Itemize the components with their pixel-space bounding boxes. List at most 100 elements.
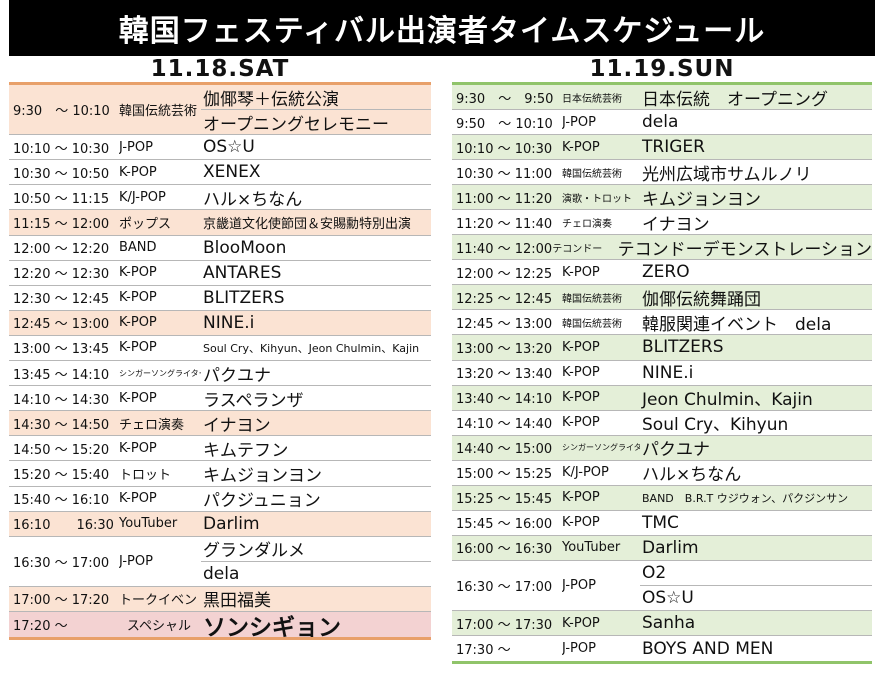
schedule-row: 16:30 ～ 17:00 J-POP グランダルメ dela [9, 537, 431, 587]
performer-name: 韓服関連イベント dela [642, 314, 832, 335]
schedule-row: 12:00 ～ 12:25 K-POP ZERO [452, 260, 872, 286]
performer-name: 黒田福美 [203, 591, 271, 611]
genre-label: K-POP [562, 264, 600, 280]
performer-list: パクジュニョン [201, 487, 431, 511]
page-title: 韓国フェスティバル出演者タイムスケジュール [9, 0, 875, 56]
performer-name: Sanha [642, 613, 696, 633]
performer-name: BOYS AND MEN [642, 638, 774, 659]
time-slot: 9:50 ～ 10:10 [456, 116, 553, 132]
performer-list: Darlim [640, 536, 872, 560]
genre-label: トークイベント [119, 593, 201, 609]
genre-label: K-POP [119, 164, 157, 180]
time-slot: 16:30 ～ 17:00 [456, 579, 553, 595]
genre-label: K-POP [562, 515, 600, 531]
performer-list: ラスペランザ [201, 386, 431, 411]
time-slot: 11:40 ～ 12:00 [456, 241, 553, 257]
performer-list: グランダルメ dela [201, 537, 431, 586]
performer-name: OS☆U [640, 584, 872, 610]
performer-list: テコンドーデモンストレーション [616, 235, 872, 260]
performer-list: NINE.i [201, 311, 431, 335]
time-slot: 12:45 ～ 13:00 [13, 317, 110, 333]
schedule-rows: 9:30 ～ 9:50 日本伝統芸術 日本伝統 オープニング 9:50 ～ 10:10… [452, 85, 872, 665]
genre-label: J-POP [119, 553, 153, 569]
performer-name: NINE.i [203, 312, 255, 333]
time-slot: 15:40 ～ 16:10 [13, 493, 110, 509]
time-slot: 11:20 ～ 11:40 [456, 216, 553, 232]
time-slot: 12:00 ～ 12:25 [456, 266, 553, 282]
time-slot: 15:25 ～ 15:45 [456, 492, 553, 508]
genre-label: K-POP [119, 315, 157, 331]
performer-name: 光州広域市サムルノリ [642, 164, 812, 185]
performer-name: ラスペランザ [203, 390, 304, 411]
performer-name: Soul Cry、Kihyun [642, 415, 789, 435]
time-slot: 14:10 ～ 14:40 [456, 417, 553, 433]
genre-label: スペシャル [126, 619, 191, 635]
performer-name: XENEX [203, 162, 261, 183]
schedule-row: 13:40 ～ 14:10 K-POP Jeon Chulmin、Kajin [452, 385, 872, 411]
performer-name: BlooMoon [203, 237, 287, 258]
genre-label: YouTuber [562, 540, 621, 556]
time-slot: 13:45 ～ 14:10 [13, 367, 110, 383]
performer-name: ハル×ちなん [642, 465, 742, 485]
performer-name: グランダルメ [203, 541, 305, 561]
time-slot: 15:00 ～ 15:25 [456, 467, 553, 483]
performer-list: TMC [640, 511, 872, 535]
schedule-row: 10:10 ～ 10:30 J-POP OS☆U [9, 135, 431, 161]
performer-list: キムテフン [201, 436, 431, 461]
performer-name: イナヨン [642, 214, 710, 235]
time-slot: 10:30 ～ 10:50 [13, 166, 110, 182]
performer-name: キムジョンヨン [642, 189, 761, 210]
genre-label: 日本伝統芸術 [562, 93, 622, 105]
performer-list: 伽倻伝統舞踊団 [640, 285, 872, 310]
performer-name: テコンドーデモンストレーション [617, 239, 872, 260]
genre-label: K-POP [119, 491, 157, 507]
performer-list: 伽倻琴＋伝統公演 オープニングセレモニー [201, 85, 431, 134]
performer-list: XENEX [201, 160, 431, 184]
saturday-schedule: 11.18.SAT 9:30 ～ 10:10 韓国伝統芸術 伽倻琴＋伝統公演 オープニ… [9, 56, 431, 641]
performer-list: キムジョンヨン [640, 185, 872, 210]
genre-label: K-POP [562, 415, 600, 431]
schedule-row: 15:20 ～ 15:40 トロット キムジョンヨン [9, 461, 431, 487]
day-heading: 11.19.SUN [589, 56, 735, 82]
schedule-row: 13:00 ～ 13:45 K-POP Soul Cry、Kihyun、Jeon C… [9, 336, 431, 362]
genre-label: J-POP [119, 139, 153, 155]
genre-label: 韓国伝統芸術 [562, 293, 622, 305]
performer-list: BLITZERS [640, 335, 872, 359]
time-slot: 16:30 ～ 17:00 [13, 555, 110, 571]
time-slot: 10:30 ～ 11:00 [456, 166, 553, 182]
performer-list: 京畿道文化使節団＆安賜勳特別出演 [201, 210, 431, 234]
performer-list: ハル×ちなん [201, 185, 431, 210]
performer-name: dela [642, 112, 679, 133]
time-slot: 12:20 ～ 12:30 [13, 267, 110, 283]
performer-name: キムジョンヨン [203, 465, 322, 486]
time-slot: 16:10 16:30 [13, 518, 114, 534]
time-slot: 9:30 ～ 10:10 [13, 104, 110, 120]
time-slot: 13:20 ～ 13:40 [456, 367, 553, 383]
schedule-row: 16:00 ～ 16:30 YouTuber Darlim [452, 535, 872, 561]
performer-name: ANTARES [203, 262, 282, 283]
time-slot: 17:30 ～ [456, 643, 511, 659]
performer-list: Jeon Chulmin、Kajin [640, 386, 872, 410]
schedule-row: 12:45 ～ 13:00 韓国伝統芸術 韓服関連イベント dela [452, 310, 872, 336]
performer-list: 光州広域市サムルノリ [640, 160, 872, 185]
genre-label: シンガーソングライター [119, 368, 201, 378]
genre-label: シンガーソングライター [562, 443, 640, 453]
schedule-row: 12:20 ～ 12:30 K-POP ANTARES [9, 261, 431, 286]
performer-list: 韓服関連イベント dela [640, 310, 872, 335]
time-slot: 17:00 ～ 17:20 [13, 593, 110, 609]
schedule-row: 12:45 ～ 13:00 K-POP NINE.i [9, 310, 431, 336]
schedule-row: 9:30 ～ 9:50 日本伝統芸術 日本伝統 オープニング [452, 85, 872, 111]
performer-name: TRIGER [642, 137, 705, 158]
performer-name: パクジュニョン [203, 491, 321, 511]
genre-label: 韓国伝統芸術 [562, 168, 622, 180]
schedule-row: 11:15 ～ 12:00 ポップス 京畿道文化使節団＆安賜勳特別出演 [9, 210, 431, 236]
genre-label: K-POP [119, 340, 157, 356]
time-slot: 10:10 ～ 10:30 [13, 141, 110, 157]
time-slot: 12:45 ～ 13:00 [456, 316, 553, 332]
genre-label: 韓国伝統芸術 [562, 318, 622, 330]
performer-list: BLITZERS [201, 286, 431, 310]
time-slot: 14:40 ～ 15:00 [456, 442, 553, 458]
schedule-row: 12:30 ～ 12:45 K-POP BLITZERS [9, 286, 431, 311]
genre-label: J-POP [562, 577, 596, 593]
